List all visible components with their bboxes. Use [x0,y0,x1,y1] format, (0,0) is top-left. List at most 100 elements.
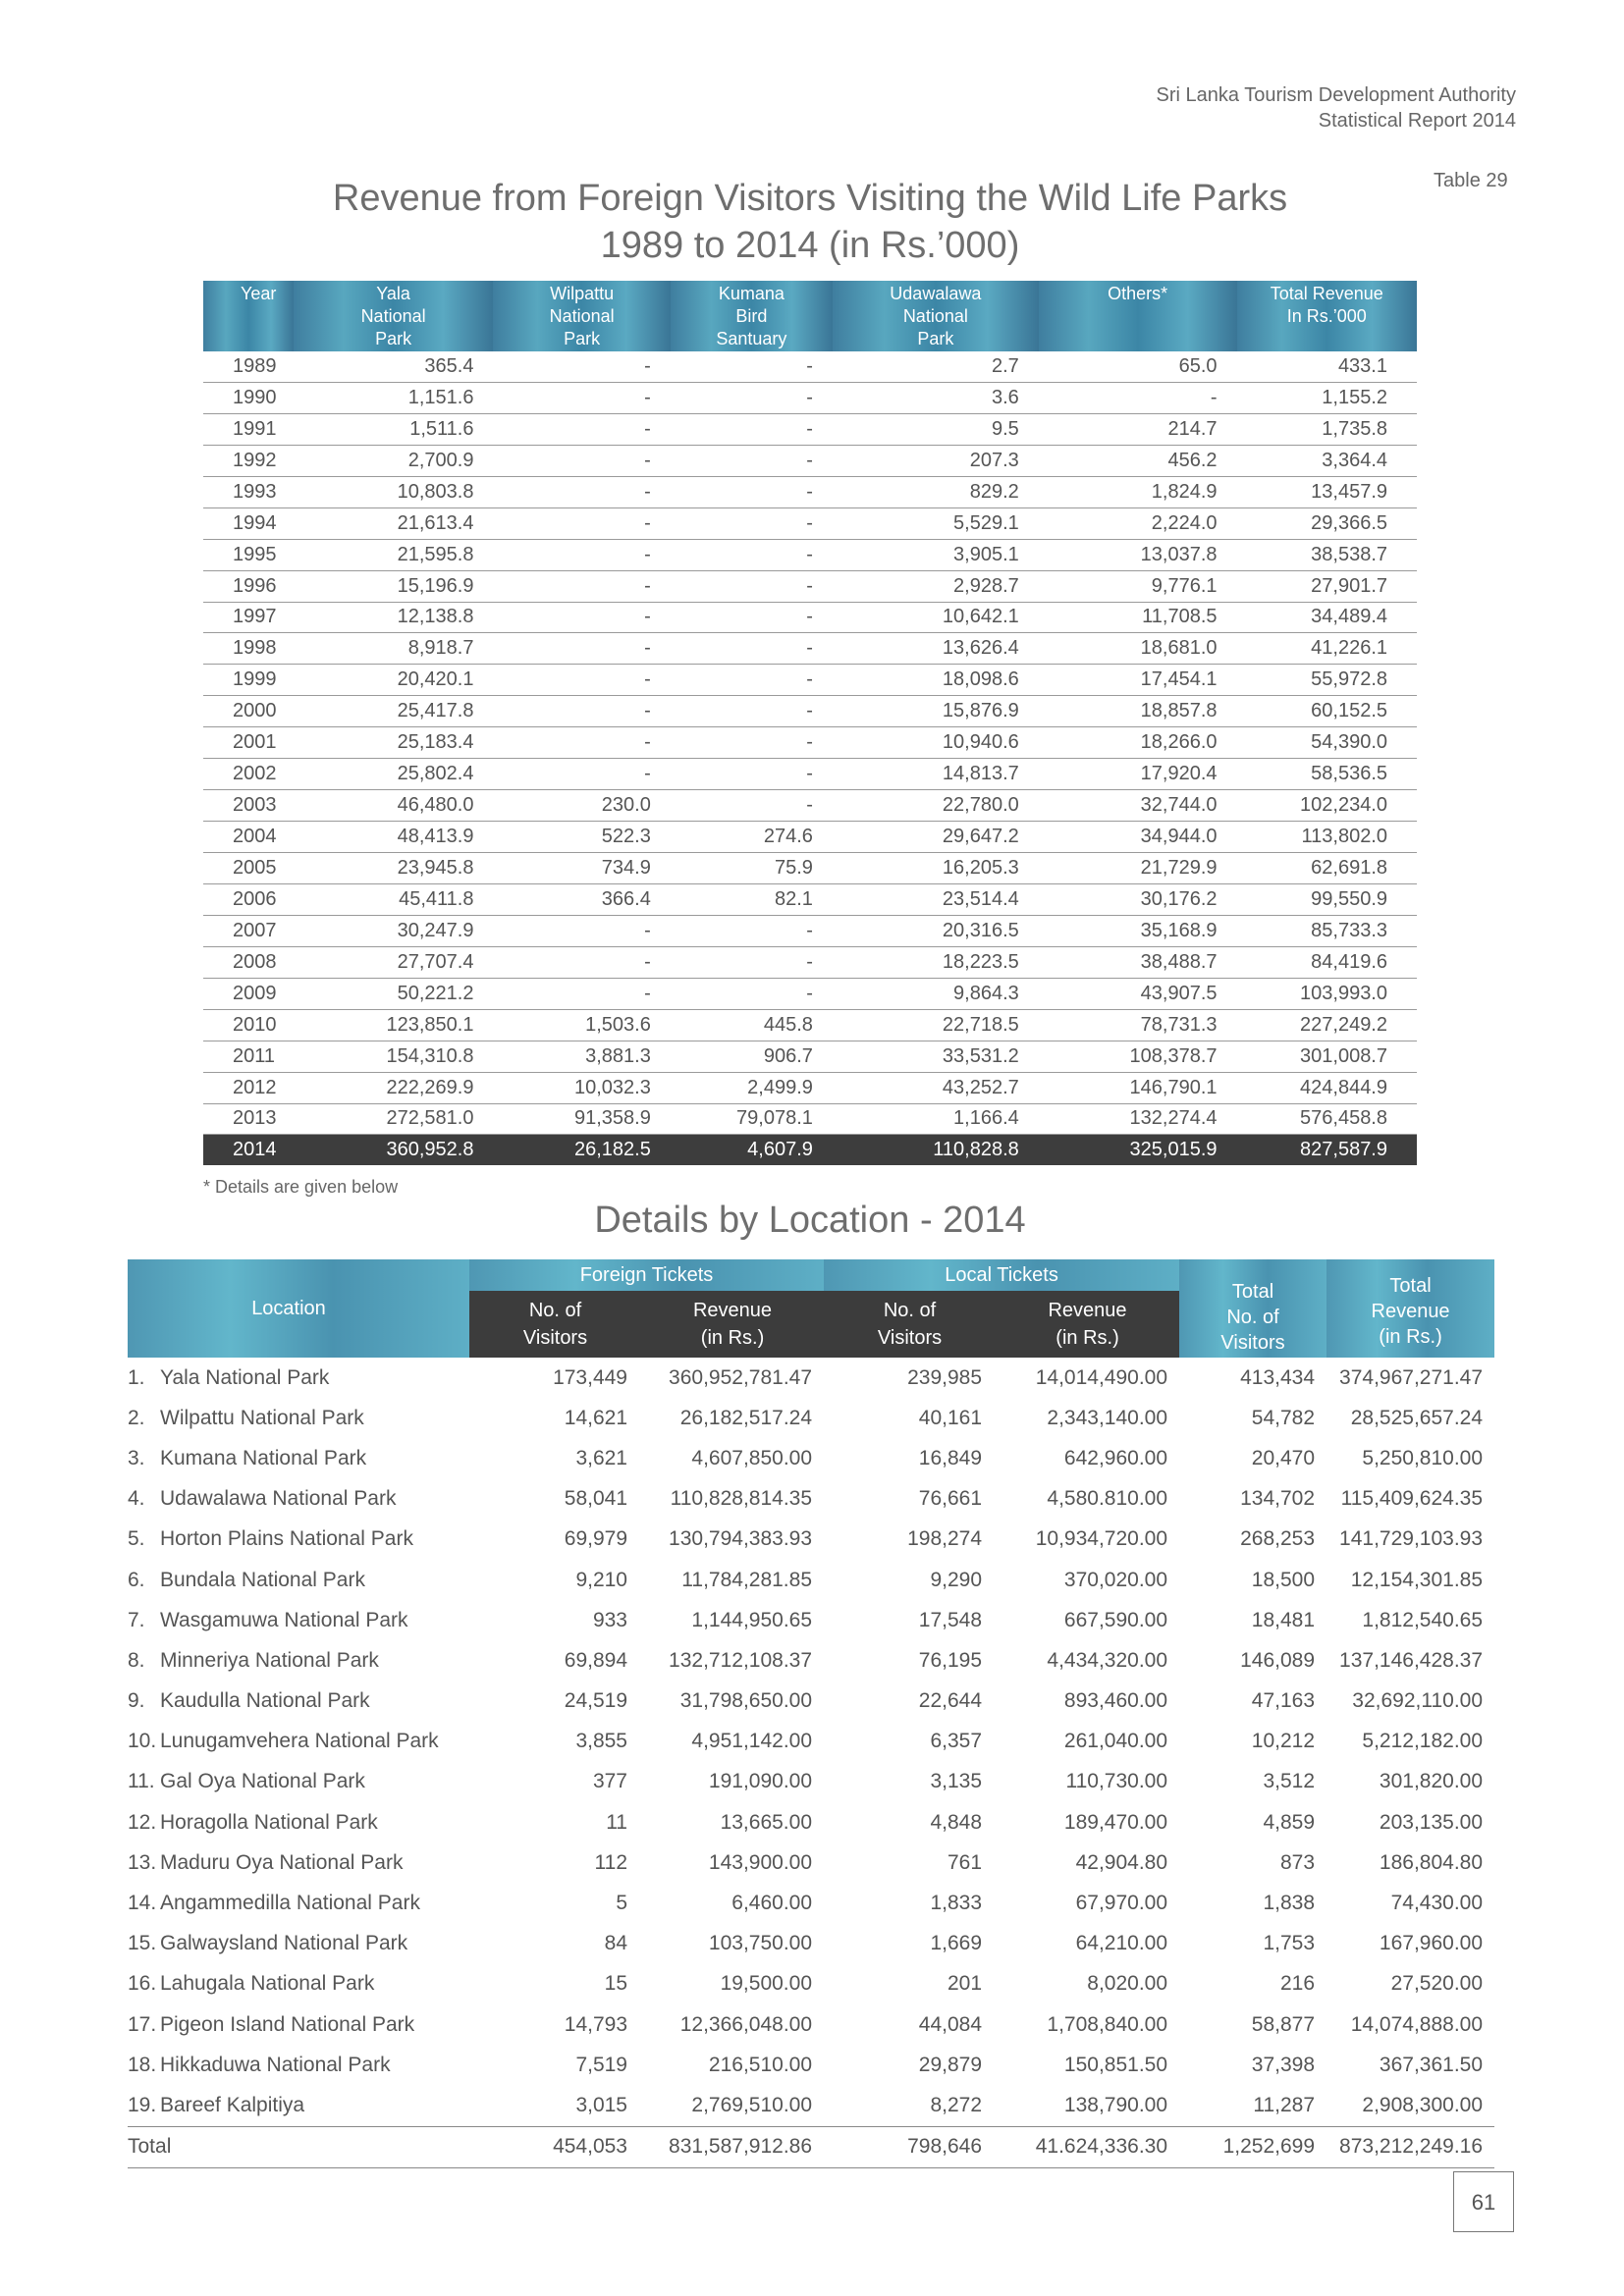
cell-total-visitors: 18,500 [1251,1568,1316,1591]
cell-total-revenue: 203,135.00 [1379,1810,1484,1834]
page-title-line-1: Revenue from Foreign Visitors Visiting t… [332,178,1288,219]
table-number: Table 29 [1434,170,1508,191]
cell-yala: 25,183.4 [293,726,494,760]
cell-kumana: 2,499.9 [670,1072,833,1104]
cell-location: 14. Angammedilla National Park [128,1883,469,1923]
organization-name: Sri Lanka Tourism Development Authority [1156,84,1516,106]
cell-others: - [1038,382,1237,414]
cell-wilpattu: - [493,413,671,446]
cell-year: 2004 [203,821,294,853]
cell-others: 325,015.9 [1038,1134,1237,1166]
cell-yala: 25,417.8 [293,695,494,728]
cell-kumana: 4,607.9 [670,1134,833,1166]
location-name: Udawalawa National Park [160,1487,397,1511]
cell-udawalawa: 2.7 [832,351,1039,383]
cell-foreign-revenue: 191,090.00 [708,1770,813,1793]
cell-others: 146,790.1 [1038,1072,1237,1104]
cell-foreign-revenue: 132,712,108.37 [669,1648,813,1672]
cell-total-total-revenue: 873,212,249.16 [1326,2125,1495,2168]
cell-total-visitors: 3,512 [1263,1770,1316,1793]
location-name: Lahugala National Park [160,1972,375,1996]
cell-yala: 48,413.9 [293,821,494,853]
cell-others: 17,920.4 [1038,758,1237,791]
row-index: 19. [128,2093,157,2116]
table-row: 2011 154,310.8 3,881.3 906.7 33,531.2 108,378… [203,1041,1417,1073]
cell-total: 27,901.7 [1236,570,1417,603]
header-foreign-revenue: Revenue (in Rs.) [641,1291,825,1358]
cell-udawalawa: 43,252.7 [832,1072,1039,1104]
cell-year: 2007 [203,915,294,947]
location-name: Pigeon Island National Park [160,2012,415,2036]
cell-total-visitors: 18,481 [1251,1608,1316,1631]
cell-year: 2003 [203,789,294,823]
header-others: Others* [1038,281,1237,351]
cell-foreign-revenue: 130,794,383.93 [669,1527,813,1551]
cell-foreign-revenue: 26,182,517.24 [679,1406,813,1429]
cell-wilpattu: 26,182.5 [493,1134,671,1166]
cell-location: 11. Gal Oya National Park [128,1762,469,1802]
cell-others: 30,176.2 [1038,883,1237,916]
cell-others: 456.2 [1038,445,1237,477]
cell-udawalawa: 3,905.1 [832,539,1039,571]
cell-udawalawa: 33,531.2 [832,1041,1039,1073]
table-row: 1991 1,511.6- -9.5 214.7 1,735.8 [203,413,1417,446]
cell-total-local-visitors: 798,646 [824,2125,997,2168]
cell-local-revenue: 4,580.810.00 [1047,1487,1168,1511]
row-index: 7. [128,1608,145,1631]
cell-foreign-visitors: 5 [616,1892,627,1915]
cell-total-visitors: 216 [1279,1972,1316,1996]
cell-total: 227,249.2 [1236,1009,1417,1041]
cell-yala: 8,918.7 [293,632,494,666]
location-name: Wilpattu National Park [160,1406,364,1429]
cell-foreign-revenue: 6,460.00 [731,1892,813,1915]
cell-foreign-revenue: 360,952,781.47 [669,1365,813,1389]
cell-foreign-visitors: 3,015 [575,2093,627,2116]
cell-wilpattu: - [493,632,671,666]
cell-total: 576,458.8 [1236,1103,1417,1136]
cell-total-visitors: 47,163 [1251,1689,1316,1713]
cell-local-revenue: 8,020.00 [1087,1972,1168,1996]
cell-year: 1992 [203,445,294,477]
cell-local-revenue: 64,210.00 [1075,1932,1168,1955]
cell-yala: 1,511.6 [293,413,494,446]
cell-kumana: - [670,758,833,791]
header-kumana: Kumana Bird Santuary [670,281,833,351]
row-index: 1. [128,1365,145,1389]
cell-kumana: - [670,570,833,603]
location-name: Maduru Oya National Park [160,1850,404,1874]
table-row: 17. Pigeon Island National Park 14,793 12,3… [128,2004,1494,2045]
cell-yala: 50,221.2 [293,978,494,1010]
cell-yala: 123,850.1 [293,1009,494,1041]
cell-location: 5. Horton Plains National Park [128,1520,469,1560]
cell-others: 13,037.8 [1038,539,1237,571]
cell-location: 7. Wasgamuwa National Park [128,1600,469,1640]
cell-total-visitors: 10,212 [1251,1730,1316,1753]
cell-udawalawa: 829.2 [832,476,1039,508]
cell-wilpattu: - [493,946,671,979]
cell-foreign-revenue: 31,798,650.00 [679,1689,813,1713]
location-name: Horton Plains National Park [160,1527,413,1551]
cell-others: 78,731.3 [1038,1009,1237,1041]
cell-foreign-visitors: 58,041 [564,1487,627,1511]
cell-total-visitors: 1,838 [1263,1892,1316,1915]
cell-yala: 222,269.9 [293,1072,494,1104]
cell-local-revenue: 150,851.50 [1063,2053,1168,2076]
cell-year: 2008 [203,946,294,979]
location-name: Galwaysland National Park [160,1932,408,1955]
location-name: Yala National Park [160,1365,330,1389]
cell-total-foreign-visitors: 454,053 [469,2125,641,2168]
cell-kumana: 82.1 [670,883,833,916]
cell-yala: 15,196.9 [293,570,494,603]
cell-total: 54,390.0 [1236,726,1417,760]
cell-foreign-visitors: 11 [606,1810,627,1834]
revenue-by-year-body: 1989 365.4- -2.7 65.0 433.1 1990 1,151.6- -3.6-… [203,351,1417,1166]
cell-location: 9. Kaudulla National Park [128,1682,469,1722]
row-index: 17. [128,2012,157,2036]
cell-total-revenue: 5,250,810.00 [1362,1446,1484,1469]
cell-kumana: - [670,476,833,508]
cell-total: 58,536.5 [1236,758,1417,791]
header-foreign-tickets: Foreign Tickets [469,1259,825,1291]
cell-others: 132,274.4 [1038,1103,1237,1136]
cell-others: 108,378.7 [1038,1041,1237,1073]
cell-location: 1. Yala National Park [128,1358,469,1398]
